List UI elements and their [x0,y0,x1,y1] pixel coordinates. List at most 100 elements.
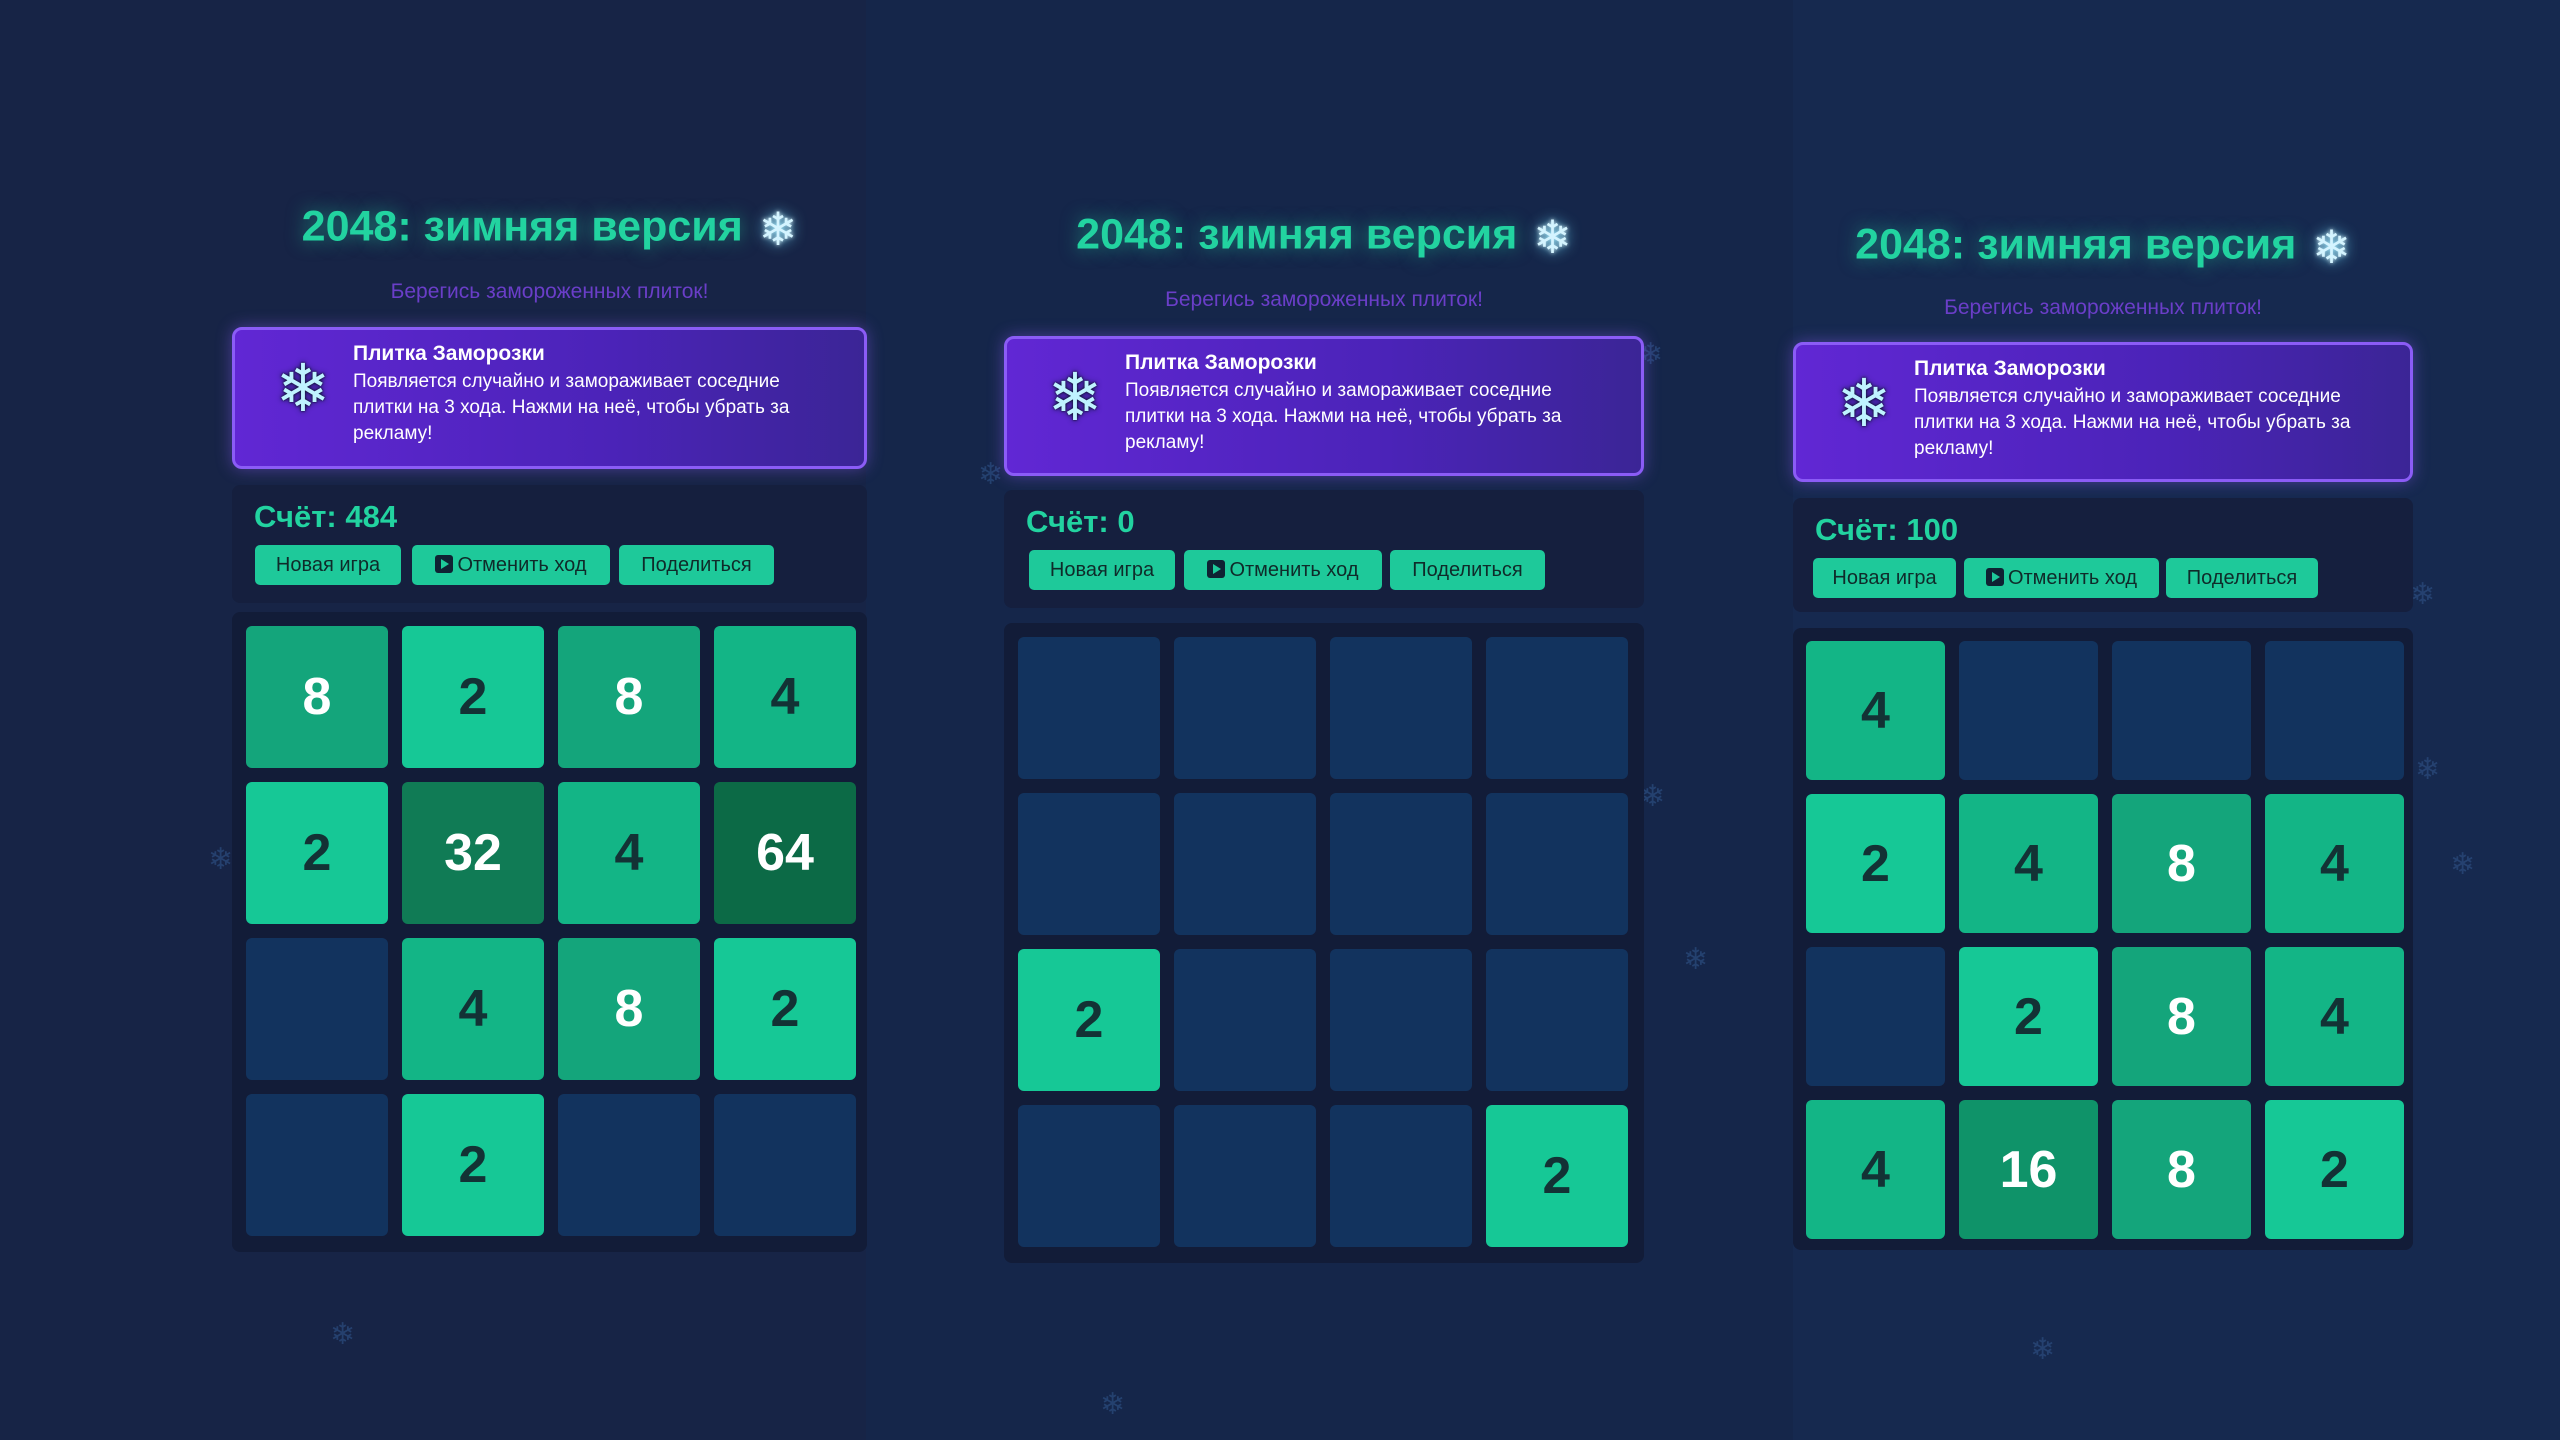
empty-tile [2112,641,2251,780]
promo-title: Плитка Заморозки [1914,357,2106,380]
undo-label: Отменить ход [1229,559,1359,581]
snowflake-icon: ❄ [1047,360,1103,434]
background-snowflake-icon: ❄ [1683,943,1709,976]
snowflake-icon: ❄ [1836,366,1892,440]
promo-text: Появляется случайно и замораживает сосед… [1125,380,1562,453]
snowflake-icon: ❄ [2312,221,2351,273]
empty-tile [1330,637,1472,779]
tile: 4 [2265,947,2404,1086]
share-label: Поделиться [2186,567,2298,589]
tile: 8 [2112,1100,2251,1239]
new-game-label: Новая игра [1832,567,1937,589]
empty-tile [2265,641,2404,780]
game-panel-1: 2048: зимняя версия ❄ Берегись замороженн… [232,190,867,1270]
tile: 32 [402,782,544,924]
tile: 8 [2112,794,2251,933]
tile: 2 [1806,794,1945,933]
background-snowflake-icon: ❄ [1100,1388,1126,1421]
background-snowflake-icon: ❄ [2030,1333,2056,1366]
play-icon [1207,560,1226,578]
undo-label: Отменить ход [2007,567,2138,589]
tile: 64 [714,782,856,924]
new-game-button[interactable]: Новая игра [1813,558,1956,598]
background-snowflake-icon: ❄ [1640,780,1666,813]
tile: 8 [558,626,700,768]
empty-tile [1018,1105,1160,1247]
freeze-tile-promo[interactable]: ❄ Плитка Заморозки Появляется случайно и… [232,327,867,469]
promo-title: Плитка Заморозки [1125,351,1317,374]
game-subtitle: Берегись замороженных плиток! [1944,296,2262,319]
freeze-tile-promo[interactable]: ❄ Плитка Заморозки Появляется случайно и… [1793,342,2413,482]
score-display: Счёт: 100 [1815,512,1959,547]
background-snowflake-icon: ❄ [978,458,1004,491]
tile: 16 [1959,1100,2098,1239]
score-panel: Счёт: 100 Новая игра Отменить ход Подели… [1793,498,2413,612]
game-subtitle: Берегись замороженных плиток! [390,280,709,303]
share-button[interactable]: Поделиться [2166,558,2318,598]
empty-tile [1330,1105,1472,1247]
empty-tile [714,1094,856,1236]
empty-tile [1018,637,1160,779]
new-game-button[interactable]: Новая игра [1029,550,1175,590]
empty-tile [1174,949,1316,1091]
empty-tile [1806,947,1945,1086]
play-icon [435,555,454,573]
tile: 2 [1486,1105,1628,1247]
score-panel: Счёт: 484 Новая игра Отменить ход Подели… [232,485,867,603]
score-panel: Счёт: 0 Новая игра Отменить ход Поделить… [1004,490,1644,608]
tile: 2 [1018,949,1160,1091]
empty-tile [1959,641,2098,780]
tile: 4 [558,782,700,924]
empty-tile [246,938,388,1080]
empty-tile [1486,637,1628,779]
game-panel-3: 2048: зимняя версия ❄ Берегись замороженн… [1793,208,2413,1268]
background-snowflake-icon: ❄ [2450,848,2476,881]
freeze-tile-promo[interactable]: ❄ Плитка Заморозки Появляется случайно и… [1004,336,1644,476]
background-snowflake-icon: ❄ [2410,578,2436,611]
tile: 2 [246,782,388,924]
snowflake-icon: ❄ [275,351,331,425]
game-panel-2: 2048: зимняя версия ❄ Берегись замороженн… [1004,198,1644,1278]
tile: 2 [2265,1100,2404,1239]
empty-tile [1330,793,1472,935]
empty-tile [1018,793,1160,935]
promo-text: Появляется случайно и замораживает сосед… [1914,386,2351,459]
tile: 8 [2112,947,2251,1086]
new-game-label: Новая игра [275,554,381,576]
game-board: 4 2 4 8 4 2 8 4 4 16 8 2 [1793,628,2413,1250]
play-icon [1985,568,2004,586]
tile: 4 [402,938,544,1080]
empty-tile [1486,949,1628,1091]
tile: 4 [2265,794,2404,933]
empty-tile [1174,637,1316,779]
empty-tile [1486,793,1628,935]
empty-tile [1174,1105,1316,1247]
undo-button[interactable]: Отменить ход [1184,550,1382,590]
promo-title: Плитка Заморозки [353,342,545,365]
game-board: 8 2 8 4 2 32 4 64 4 8 2 2 [232,612,867,1252]
tile: 8 [558,938,700,1080]
empty-tile [1330,949,1472,1091]
game-title: 2048: зимняя версия ❄ [1004,210,1644,264]
tile: 8 [246,626,388,768]
share-label: Поделиться [1412,559,1523,581]
share-label: Поделиться [641,554,752,576]
tile: 2 [1959,947,2098,1086]
snowflake-icon: ❄ [1533,211,1572,263]
tile: 4 [1806,641,1945,780]
background-snowflake-icon: ❄ [208,843,234,876]
new-game-button[interactable]: Новая игра [255,545,401,585]
background-snowflake-icon: ❄ [330,1318,356,1351]
background-snowflake-icon: ❄ [2415,753,2441,786]
new-game-label: Новая игра [1049,559,1155,581]
empty-tile [1174,793,1316,935]
share-button[interactable]: Поделиться [619,545,774,585]
score-display: Счёт: 484 [254,499,398,534]
empty-tile [246,1094,388,1236]
undo-button[interactable]: Отменить ход [412,545,610,585]
snowflake-icon: ❄ [758,203,798,255]
game-title: 2048: зимняя версия ❄ [232,202,867,256]
share-button[interactable]: Поделиться [1390,550,1545,590]
undo-button[interactable]: Отменить ход [1964,558,2159,598]
